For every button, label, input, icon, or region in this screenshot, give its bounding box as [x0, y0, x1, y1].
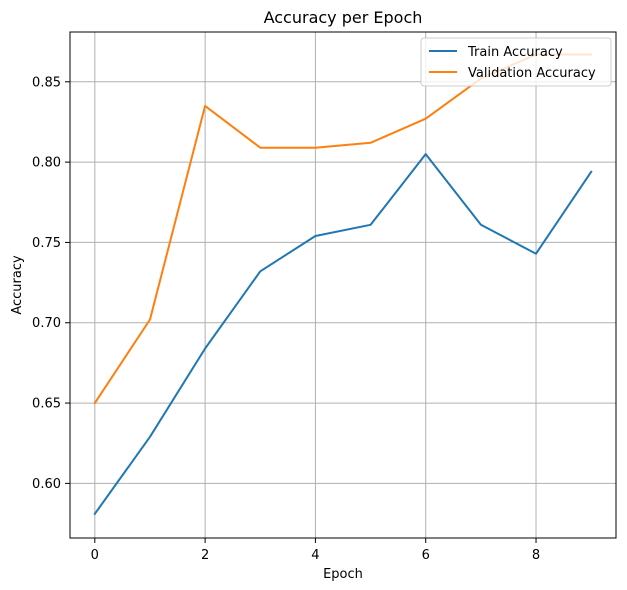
validation-accuracy-line [93, 53, 593, 405]
x-axis-ticks: 0 2 4 6 8 [91, 538, 540, 563]
x-tick-label: 6 [422, 548, 430, 563]
legend: Train Accuracy Validation Accuracy [420, 37, 612, 87]
y-tick-label: 0.65 [32, 397, 61, 412]
chart-title: Accuracy per Epoch [264, 8, 423, 27]
train-accuracy-line [93, 153, 593, 516]
x-tick-label: 8 [532, 548, 540, 563]
x-tick-label: 4 [311, 548, 319, 563]
x-axis-label: Epoch [323, 567, 363, 582]
y-tick-label: 0.70 [32, 316, 61, 331]
x-tick-label: 0 [91, 548, 99, 563]
legend-box [420, 37, 612, 87]
x-tick-label: 2 [201, 548, 209, 563]
y-tick-label: 0.80 [32, 156, 61, 171]
y-axis-label: Accuracy [10, 255, 25, 315]
y-axis-ticks: 0.60 0.65 0.70 0.75 0.80 0.85 [32, 75, 70, 492]
legend-validation-label: Validation Accuracy [468, 66, 596, 81]
plot-frame [69, 31, 617, 539]
legend-train-label: Train Accuracy [467, 45, 563, 60]
y-tick-label: 0.60 [32, 477, 61, 492]
y-tick-label: 0.75 [32, 236, 61, 251]
grid-lines [70, 32, 616, 538]
y-tick-label: 0.85 [32, 75, 61, 90]
series-lines [93, 53, 593, 516]
